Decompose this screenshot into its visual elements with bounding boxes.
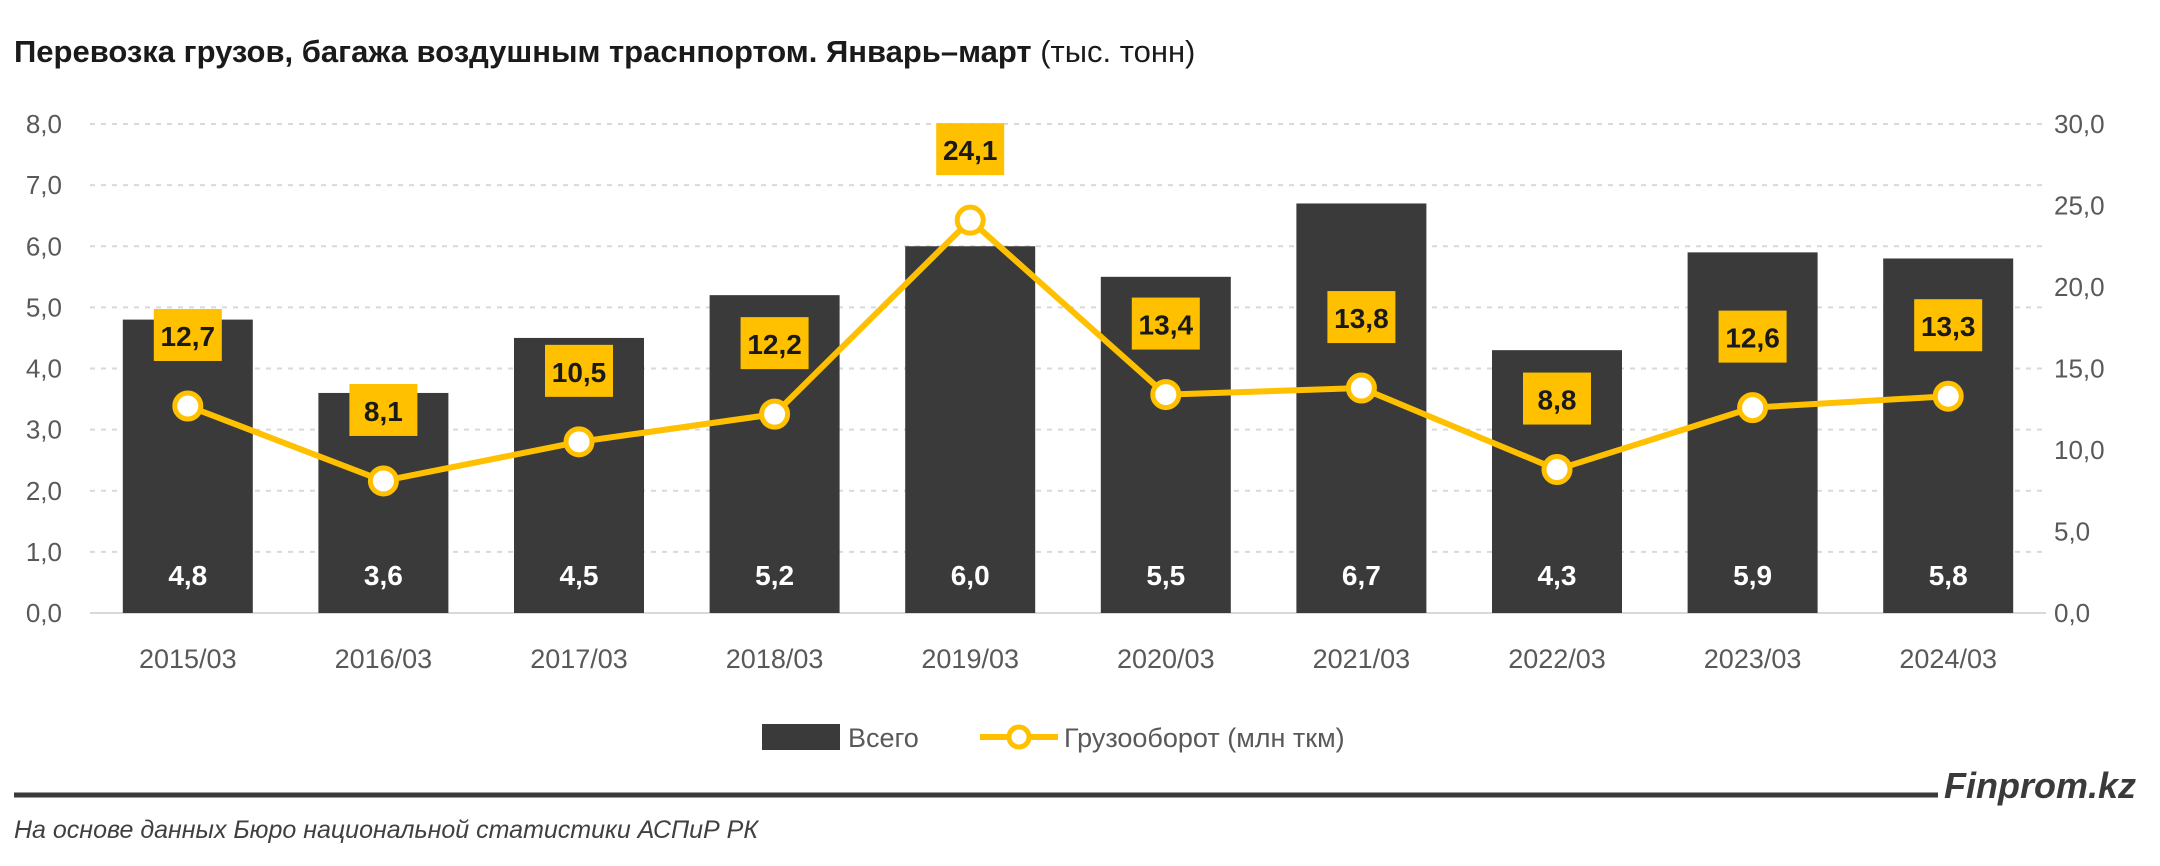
y-left-tick-label: 7,0 (26, 170, 62, 200)
legend: Всего Грузооборот (млн ткм) (762, 723, 1345, 753)
line-data-label: 12,2 (747, 329, 802, 360)
y-left-tick-label: 6,0 (26, 231, 62, 261)
legend-line-label: Грузооборот (млн ткм) (1064, 723, 1345, 753)
y-left-tick-label: 5,0 (26, 292, 62, 322)
y-left-tick-label: 8,0 (26, 109, 62, 139)
line-data-label-box (740, 317, 809, 370)
x-axis: 2015/03 2016/03 2017/03 2018/03 2019/03 2020/… (139, 644, 1997, 674)
chart-title: Перевозка грузов, багажа воздушным трасн… (14, 34, 1195, 69)
line-data-label-box (1327, 291, 1396, 344)
line-marker (1737, 392, 1769, 424)
bar (905, 246, 1036, 613)
line-marker (1541, 454, 1573, 486)
line-data-label: 8,8 (1538, 385, 1577, 416)
source-note: На основе данных Бюро национальной стати… (14, 816, 759, 844)
line-data-label-box (545, 344, 613, 397)
line-data-label-box (936, 123, 1005, 176)
line-data-label: 13,3 (1921, 311, 1976, 342)
line-data-label: 12,6 (1725, 323, 1780, 354)
y-right-tick-label: 10,0 (2054, 435, 2105, 465)
line-marker (367, 465, 399, 497)
y-axis-right: 0,0 5,0 10,0 15,0 20,0 25,0 30,0 (2054, 109, 2105, 628)
line-marker (1345, 372, 1377, 404)
legend-line-marker (1006, 724, 1032, 750)
x-tick-label: 2015/03 (139, 644, 237, 674)
y-right-tick-label: 15,0 (2054, 354, 2105, 384)
y-left-tick-label: 1,0 (26, 537, 62, 567)
line-data-label: 10,5 (552, 357, 607, 388)
line-data-label-box (153, 308, 222, 361)
line-data-label-box (1718, 310, 1787, 363)
y-left-tick-label: 3,0 (26, 415, 62, 445)
y-left-tick-label: 0,0 (26, 598, 62, 628)
line-data-label: 24,1 (943, 135, 998, 166)
bar (122, 319, 253, 613)
bar-data-label: 4,8 (168, 560, 207, 591)
y-right-tick-label: 0,0 (2054, 598, 2090, 628)
y-right-tick-label: 20,0 (2054, 272, 2105, 302)
line-marker (1150, 379, 1182, 411)
line-data-label-box (1131, 297, 1200, 350)
bar-data-label: 6,7 (1342, 560, 1381, 591)
y-right-tick-label: 5,0 (2054, 517, 2090, 547)
x-tick-label: 2021/03 (1313, 644, 1411, 674)
bar (1687, 252, 1818, 614)
x-tick-label: 2016/03 (335, 644, 433, 674)
bar-data-label: 5,5 (1146, 560, 1185, 591)
legend-bar-swatch (762, 724, 840, 750)
line-marker (954, 204, 986, 236)
bar-data-label: 4,3 (1538, 560, 1577, 591)
line-data-label: 12,7 (161, 321, 216, 352)
line-data-label: 8,1 (364, 396, 403, 427)
y-right-tick-label: 30,0 (2054, 109, 2105, 139)
x-tick-label: 2018/03 (726, 644, 824, 674)
line-data-label-box (1523, 372, 1591, 425)
x-tick-label: 2019/03 (921, 644, 1019, 674)
line-marker (1932, 380, 1964, 412)
y-left-tick-label: 4,0 (26, 354, 62, 384)
brand-logo: Finprom.kz (1944, 765, 2136, 806)
x-tick-label: 2017/03 (530, 644, 628, 674)
x-tick-label: 2024/03 (1899, 644, 1997, 674)
line-marker (172, 390, 204, 422)
line-marker (759, 398, 791, 430)
bar-data-label: 5,2 (755, 560, 794, 591)
bar-data-label: 5,9 (1733, 560, 1772, 591)
bar-data-label: 5,8 (1929, 560, 1968, 591)
line-data-label-box (349, 383, 418, 436)
x-tick-label: 2023/03 (1704, 644, 1802, 674)
y-right-tick-label: 25,0 (2054, 191, 2105, 221)
y-axis-left: 0,0 1,0 2,0 3,0 4,0 5,0 6,0 7,0 8,0 (26, 109, 62, 628)
line-series: 12,7 8,1 10,5 12,2 24,1 13,4 13,8 8,8 12,6 13,3 (153, 123, 1983, 497)
line-data-label: 13,4 (1139, 310, 1194, 341)
x-tick-label: 2022/03 (1508, 644, 1606, 674)
x-tick-label: 2020/03 (1117, 644, 1215, 674)
bar-data-label: 6,0 (951, 560, 990, 591)
bar-data-label: 3,6 (364, 560, 403, 591)
bar-data-label: 4,5 (560, 560, 599, 591)
y-left-tick-label: 2,0 (26, 476, 62, 506)
legend-bar-label: Всего (848, 723, 919, 753)
line-data-label-box (1914, 299, 1983, 352)
line-marker (563, 426, 595, 458)
line-path (186, 217, 1949, 484)
line-data-label: 13,8 (1334, 303, 1389, 334)
